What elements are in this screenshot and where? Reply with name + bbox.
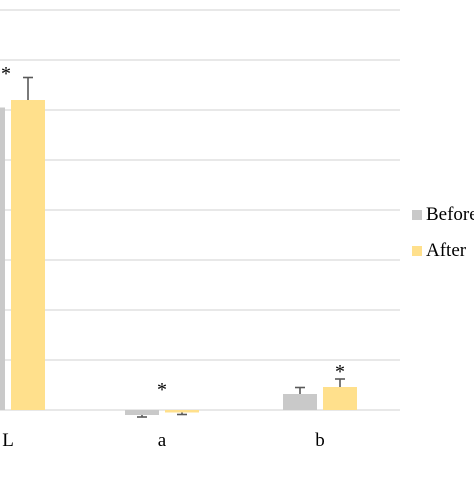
legend-swatch-after xyxy=(412,246,422,256)
bars xyxy=(0,100,357,415)
bar-before-a xyxy=(125,410,159,415)
legend-label-after: After xyxy=(426,240,467,261)
bar-before-b xyxy=(283,394,317,410)
legend-label-before: Before xyxy=(426,204,474,225)
bar-after-a xyxy=(165,410,199,413)
legend-swatch-before xyxy=(412,210,422,220)
significance-marker-L: * xyxy=(1,63,11,85)
significance-markers: * * * xyxy=(1,63,345,401)
legend: Before After xyxy=(412,204,474,261)
bar-after-L xyxy=(11,100,45,410)
bar-after-b xyxy=(323,387,357,410)
error-bars xyxy=(23,76,345,418)
x-tick-label-b: b xyxy=(315,430,325,451)
significance-marker-a: * xyxy=(157,379,167,401)
bar-before-L xyxy=(0,107,5,410)
gridlines xyxy=(0,9,400,411)
significance-marker-b: * xyxy=(335,361,345,383)
x-tick-label-L: L xyxy=(2,430,14,451)
x-tick-label-a: a xyxy=(158,430,167,451)
